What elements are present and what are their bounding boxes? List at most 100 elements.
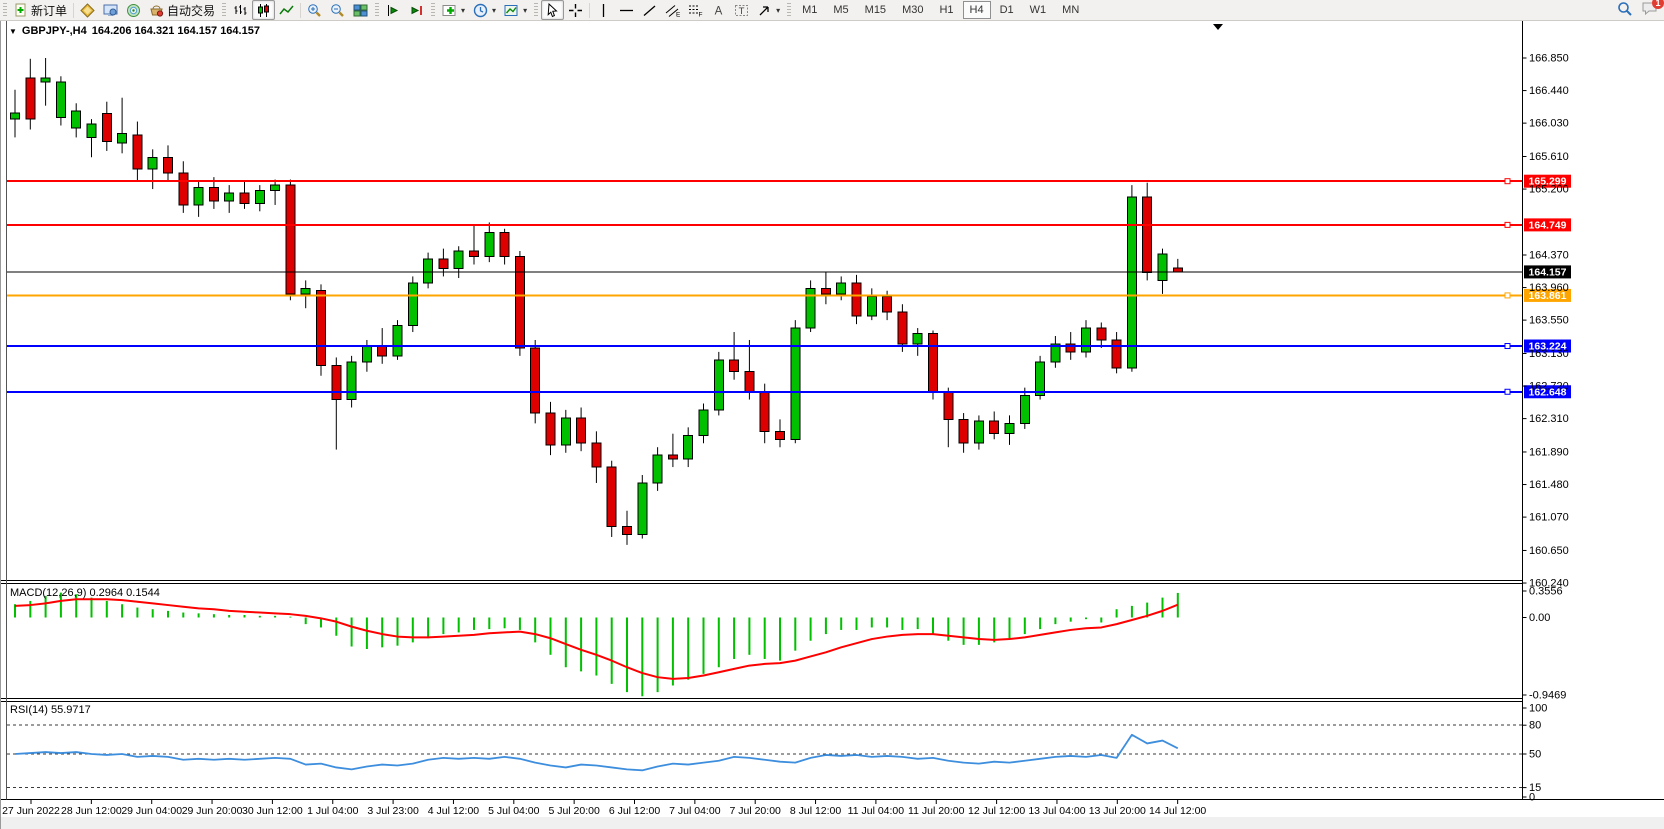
crosshair-button[interactable]: [564, 0, 587, 20]
fibonacci-tool-button[interactable]: F: [684, 0, 707, 20]
new-order-label: 新订单: [31, 3, 68, 18]
chart-header: ▼ GBPJPY-,H4 164.206 164.321 164.157 164…: [9, 25, 260, 37]
horizontal-line-tool-button[interactable]: [615, 0, 638, 20]
separator: [73, 2, 75, 18]
new-order-button[interactable]: 新订单: [10, 0, 71, 20]
timeframe-button-mn[interactable]: MN: [1062, 4, 1080, 16]
periods-button[interactable]: ▾: [469, 0, 500, 20]
zoom-out-button[interactable]: [326, 0, 349, 20]
candlestick-chart-icon: [256, 3, 271, 18]
svg-text:A: A: [715, 5, 723, 17]
chart-candles-button[interactable]: [252, 0, 276, 20]
svg-text:7 Jul 04:00: 7 Jul 04:00: [669, 805, 721, 817]
chat-notification-badge: 1: [1652, 0, 1664, 9]
svg-text:11 Jul 20:00: 11 Jul 20:00: [908, 805, 965, 817]
price-chart-canvas[interactable]: 166.850 166.440 166.030 165.610 165.200 164.3…: [1, 21, 1664, 829]
macd-histogram: [14, 592, 1179, 697]
vertical-line-tool-button[interactable]: [592, 0, 615, 20]
svg-text:7 Jul 20:00: 7 Jul 20:00: [730, 805, 782, 817]
text-label-tool-button[interactable]: T: [730, 0, 753, 20]
timeframe-button-m30[interactable]: M30: [902, 4, 924, 16]
chart-bars-button[interactable]: [229, 0, 252, 20]
svg-text:163.861: 163.861: [1529, 290, 1567, 302]
price-axis: [1522, 57, 1527, 798]
chart-shift-button[interactable]: [405, 0, 428, 20]
svg-text:15: 15: [1529, 782, 1541, 794]
svg-text:161.480: 161.480: [1529, 479, 1569, 491]
text-tool-button[interactable]: A: [707, 0, 730, 20]
trendline-icon: [642, 3, 657, 18]
timeframe-button-w1[interactable]: W1: [1029, 4, 1047, 16]
rsi-indicator-label: RSI(14) 55.9717: [10, 704, 91, 716]
svg-text:0.3556: 0.3556: [1529, 586, 1563, 598]
svg-text:166.030: 166.030: [1529, 118, 1569, 130]
chat-button[interactable]: 1: [1641, 0, 1664, 19]
crosshair-icon: [568, 3, 583, 18]
svg-text:8 Jul 12:00: 8 Jul 12:00: [790, 805, 842, 817]
toolbar-gripper[interactable]: [3, 3, 7, 17]
timeframe-button-h1[interactable]: H1: [939, 4, 954, 16]
timeframe-button-m1[interactable]: M1: [802, 4, 818, 16]
cursor-button[interactable]: [541, 0, 565, 20]
toolbar-gripper[interactable]: [534, 3, 539, 17]
clock-icon: [473, 3, 488, 18]
svg-text:166.440: 166.440: [1529, 85, 1569, 97]
chart-symbol-label: GBPJPY-,H4: [21, 25, 87, 37]
horizontal-line-icon: [619, 3, 634, 18]
svg-text:161.070: 161.070: [1529, 512, 1569, 524]
autotrading-icon: [149, 3, 164, 18]
search-icon[interactable]: [1617, 1, 1633, 20]
toolbar-right-tools: 1: [1617, 0, 1664, 20]
new-order-icon: [14, 3, 28, 17]
svg-text:29 Jun 04:00: 29 Jun 04:00: [121, 805, 182, 817]
svg-text:30 Jun 12:00: 30 Jun 12:00: [242, 805, 303, 817]
timeframe-button-h4[interactable]: H4: [962, 1, 991, 19]
svg-text:164.370: 164.370: [1529, 249, 1569, 261]
svg-text:5 Jul 20:00: 5 Jul 20:00: [548, 805, 600, 817]
chart-window[interactable]: ▼ GBPJPY-,H4 164.206 164.321 164.157 164…: [0, 21, 1664, 829]
trendline-tool-button[interactable]: [638, 0, 661, 20]
tile-windows-icon: [353, 3, 368, 18]
navigator-button[interactable]: [122, 0, 145, 20]
timeframe-button-m5[interactable]: M5: [833, 4, 849, 16]
zoom-in-button[interactable]: [303, 0, 326, 20]
data-window-button[interactable]: [99, 0, 122, 20]
svg-text:5 Jul 04:00: 5 Jul 04:00: [488, 805, 540, 817]
svg-text:3 Jul 23:00: 3 Jul 23:00: [367, 805, 419, 817]
toolbar-gripper[interactable]: [222, 3, 227, 17]
price-level-lines[interactable]: [7, 174, 1571, 399]
svg-text:164.749: 164.749: [1529, 219, 1567, 231]
arrows-tool-button[interactable]: ▾: [753, 0, 784, 20]
separator: [300, 2, 302, 18]
svg-text:161.890: 161.890: [1529, 446, 1569, 458]
toolbar-gripper[interactable]: [375, 3, 380, 17]
indicators-icon: [442, 3, 457, 18]
svg-text:-0.9469: -0.9469: [1529, 690, 1566, 702]
autotrading-button[interactable]: 自动交易: [145, 0, 219, 20]
svg-text:163.224: 163.224: [1529, 341, 1567, 353]
svg-text:0.00: 0.00: [1529, 612, 1550, 624]
indicators-button[interactable]: ▾: [438, 0, 469, 20]
timeframe-button-m15[interactable]: M15: [864, 4, 887, 16]
svg-text:E: E: [676, 11, 680, 18]
svg-text:T: T: [739, 6, 745, 17]
chart-ohlc-label: 164.206 164.321 164.157 164.157: [91, 25, 260, 37]
svg-text:163.550: 163.550: [1529, 315, 1569, 327]
timeframe-button-d1[interactable]: D1: [999, 4, 1014, 16]
auto-scroll-button[interactable]: [382, 0, 405, 20]
tile-windows-button[interactable]: [349, 0, 372, 20]
toolbar-gripper[interactable]: [787, 3, 792, 17]
autotrading-label: 自动交易: [167, 3, 216, 18]
chart-shift-marker[interactable]: [1213, 24, 1223, 30]
equidistant-channel-tool-button[interactable]: E: [661, 0, 684, 20]
templates-button[interactable]: ▾: [500, 0, 531, 20]
zoom-in-icon: [307, 3, 322, 18]
toolbar-gripper[interactable]: [431, 3, 436, 17]
svg-text:13 Jul 04:00: 13 Jul 04:00: [1028, 805, 1085, 817]
market-watch-button[interactable]: [76, 0, 99, 20]
chart-dropdown-icon[interactable]: ▼: [9, 26, 17, 36]
chart-line-button[interactable]: [275, 0, 298, 20]
text-label-icon: T: [734, 3, 749, 18]
data-window-icon: [103, 3, 118, 18]
chevron-down-icon: ▾: [492, 5, 497, 15]
